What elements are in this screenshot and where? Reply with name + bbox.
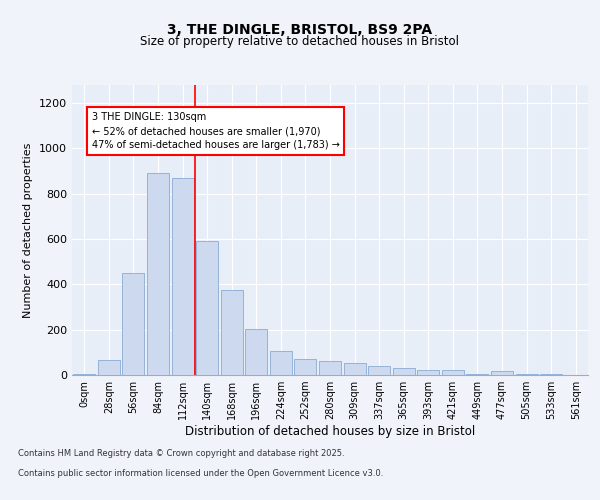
Bar [466, 374, 488, 375]
Bar [368, 366, 390, 375]
Bar [172, 178, 194, 375]
Bar [122, 273, 145, 375]
Bar [73, 374, 95, 375]
Y-axis label: Number of detached properties: Number of detached properties [23, 142, 34, 318]
Text: Contains HM Land Registry data © Crown copyright and database right 2025.: Contains HM Land Registry data © Crown c… [18, 448, 344, 458]
Bar [417, 370, 439, 375]
Text: 3, THE DINGLE, BRISTOL, BS9 2PA: 3, THE DINGLE, BRISTOL, BS9 2PA [167, 22, 433, 36]
Bar [344, 362, 365, 375]
Text: Contains public sector information licensed under the Open Government Licence v3: Contains public sector information licen… [18, 468, 383, 477]
Bar [540, 374, 562, 375]
Text: 3 THE DINGLE: 130sqm
← 52% of detached houses are smaller (1,970)
47% of semi-de: 3 THE DINGLE: 130sqm ← 52% of detached h… [92, 112, 340, 150]
Bar [319, 362, 341, 375]
Bar [147, 174, 169, 375]
Bar [295, 359, 316, 375]
Bar [98, 360, 120, 375]
Bar [515, 374, 538, 375]
Bar [270, 351, 292, 375]
X-axis label: Distribution of detached houses by size in Bristol: Distribution of detached houses by size … [185, 425, 475, 438]
Bar [442, 370, 464, 375]
Bar [392, 368, 415, 375]
Bar [245, 328, 268, 375]
Bar [221, 290, 243, 375]
Text: Size of property relative to detached houses in Bristol: Size of property relative to detached ho… [140, 35, 460, 48]
Bar [491, 371, 513, 375]
Bar [196, 242, 218, 375]
